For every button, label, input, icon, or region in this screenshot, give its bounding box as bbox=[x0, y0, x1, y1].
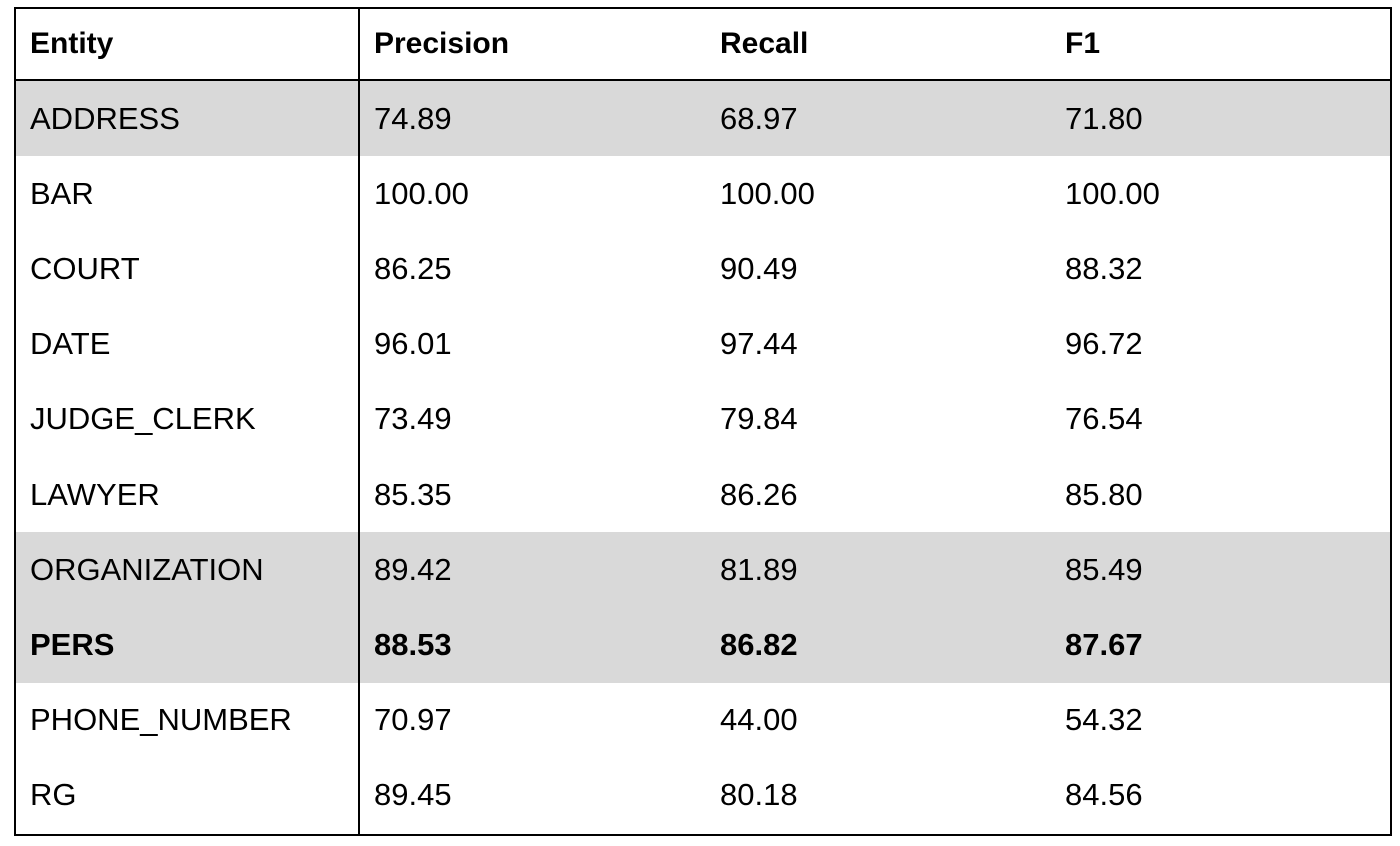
header-f1: F1 bbox=[1065, 27, 1101, 60]
precision-cell: 70.97 bbox=[374, 702, 452, 738]
recall-cell: 80.18 bbox=[720, 777, 798, 813]
recall-cell: 86.26 bbox=[720, 476, 798, 512]
results-table: Entity Precision Recall F1 ADDRESS 74.89… bbox=[14, 7, 1392, 836]
table-row: JUDGE_CLERK 73.49 79.84 76.54 bbox=[16, 382, 1390, 457]
recall-cell: 100.00 bbox=[720, 175, 815, 211]
table-row: PHONE_NUMBER 70.97 44.00 54.32 bbox=[16, 683, 1390, 758]
header-entity: Entity bbox=[30, 27, 114, 60]
precision-cell: 88.53 bbox=[374, 626, 452, 662]
f1-cell: 84.56 bbox=[1065, 777, 1143, 813]
table-row: DATE 96.01 97.44 96.72 bbox=[16, 307, 1390, 382]
recall-cell: 81.89 bbox=[720, 551, 798, 587]
table-header: Entity Precision Recall F1 bbox=[16, 9, 1390, 81]
recall-cell: 97.44 bbox=[720, 326, 798, 362]
precision-cell: 86.25 bbox=[374, 250, 452, 286]
entity-cell: LAWYER bbox=[30, 476, 160, 512]
precision-cell: 100.00 bbox=[374, 175, 469, 211]
precision-cell: 89.45 bbox=[374, 777, 452, 813]
recall-cell: 44.00 bbox=[720, 702, 798, 738]
f1-cell: 100.00 bbox=[1065, 175, 1160, 211]
precision-cell: 74.89 bbox=[374, 100, 452, 136]
table-row: ADDRESS 74.89 68.97 71.80 bbox=[16, 81, 1390, 157]
precision-cell: 96.01 bbox=[374, 326, 452, 362]
f1-cell: 85.80 bbox=[1065, 476, 1143, 512]
f1-cell: 88.32 bbox=[1065, 250, 1143, 286]
recall-cell: 86.82 bbox=[720, 626, 798, 662]
f1-cell: 71.80 bbox=[1065, 100, 1143, 136]
table-row: LAWYER 85.35 86.26 85.80 bbox=[16, 457, 1390, 532]
precision-cell: 89.42 bbox=[374, 551, 452, 587]
entity-cell: BAR bbox=[30, 175, 94, 211]
entity-cell: RG bbox=[30, 777, 77, 813]
f1-cell: 54.32 bbox=[1065, 702, 1143, 738]
header-precision: Precision bbox=[374, 27, 510, 60]
table-row: ORGANIZATION 89.42 81.89 85.49 bbox=[16, 532, 1390, 608]
table-row: BAR 100.00 100.00 100.00 bbox=[16, 156, 1390, 231]
table-row: COURT 86.25 90.49 88.32 bbox=[16, 231, 1390, 306]
recall-cell: 90.49 bbox=[720, 250, 798, 286]
entity-cell: DATE bbox=[30, 326, 111, 362]
f1-cell: 96.72 bbox=[1065, 326, 1143, 362]
entity-cell: JUDGE_CLERK bbox=[30, 401, 256, 437]
entity-cell: ADDRESS bbox=[30, 100, 180, 136]
column-divider bbox=[358, 9, 360, 834]
table-row: PERS 88.53 86.82 87.67 bbox=[16, 607, 1390, 683]
entity-cell: COURT bbox=[30, 250, 140, 286]
f1-cell: 76.54 bbox=[1065, 401, 1143, 437]
header-recall: Recall bbox=[720, 27, 809, 60]
table-row: RG 89.45 80.18 84.56 bbox=[16, 758, 1390, 833]
entity-cell: PERS bbox=[30, 626, 115, 662]
entity-cell: ORGANIZATION bbox=[30, 551, 264, 587]
f1-cell: 87.67 bbox=[1065, 626, 1143, 662]
precision-cell: 85.35 bbox=[374, 476, 452, 512]
entity-cell: PHONE_NUMBER bbox=[30, 702, 292, 738]
recall-cell: 79.84 bbox=[720, 401, 798, 437]
table-body: ADDRESS 74.89 68.97 71.80 BAR 100.00 100… bbox=[16, 81, 1390, 833]
precision-cell: 73.49 bbox=[374, 401, 452, 437]
f1-cell: 85.49 bbox=[1065, 551, 1143, 587]
recall-cell: 68.97 bbox=[720, 100, 798, 136]
